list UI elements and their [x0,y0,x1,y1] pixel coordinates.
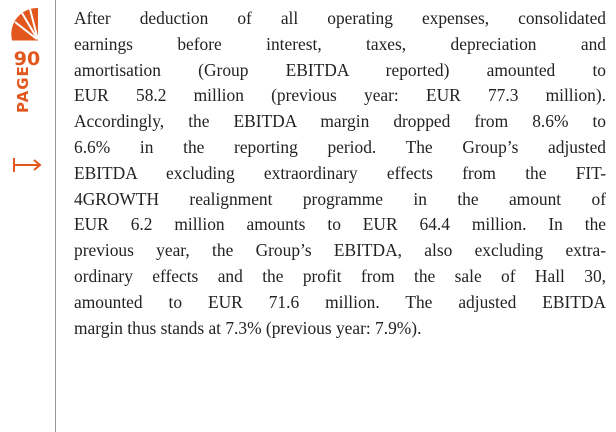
arrow-icon [13,158,42,172]
sidebar: 90 PAGE [0,0,56,432]
page-label: PAGE [14,65,32,113]
text-line: earnings before interest, taxes, depreci… [74,33,606,54]
sidebar-graphics [11,7,42,172]
paragraph: After deduction of all operating expense… [74,6,606,341]
page-number: 90 [13,48,41,70]
text-line: ordinary effects and the profit from the… [74,265,606,286]
text-line: amortisation (Group EBITDA reported) amo… [74,59,606,80]
text-line: EBITDA excluding extraordinary effects f… [74,162,606,183]
text-line: 6.6% in the reporting period. The Group’… [74,136,606,157]
text-line: 4GROWTH realignment programme in the amo… [74,188,606,209]
text-line: previous year, the Group’s EBITDA, also … [74,240,606,261]
text-line: EUR 6.2 million amounts to EUR 64.4 mill… [74,214,606,235]
text-line: margin thus stands at 7.3% (previous yea… [74,317,422,338]
logo-icon [11,7,39,41]
text-line: amounted to EUR 71.6 million. The adjust… [74,291,606,312]
text-line: Accordingly, the EBITDA margin dropped f… [74,111,606,132]
text-line: After deduction of all operating expense… [74,8,606,28]
text-line: EUR 58.2 million (previous year: EUR 77.… [74,85,606,106]
